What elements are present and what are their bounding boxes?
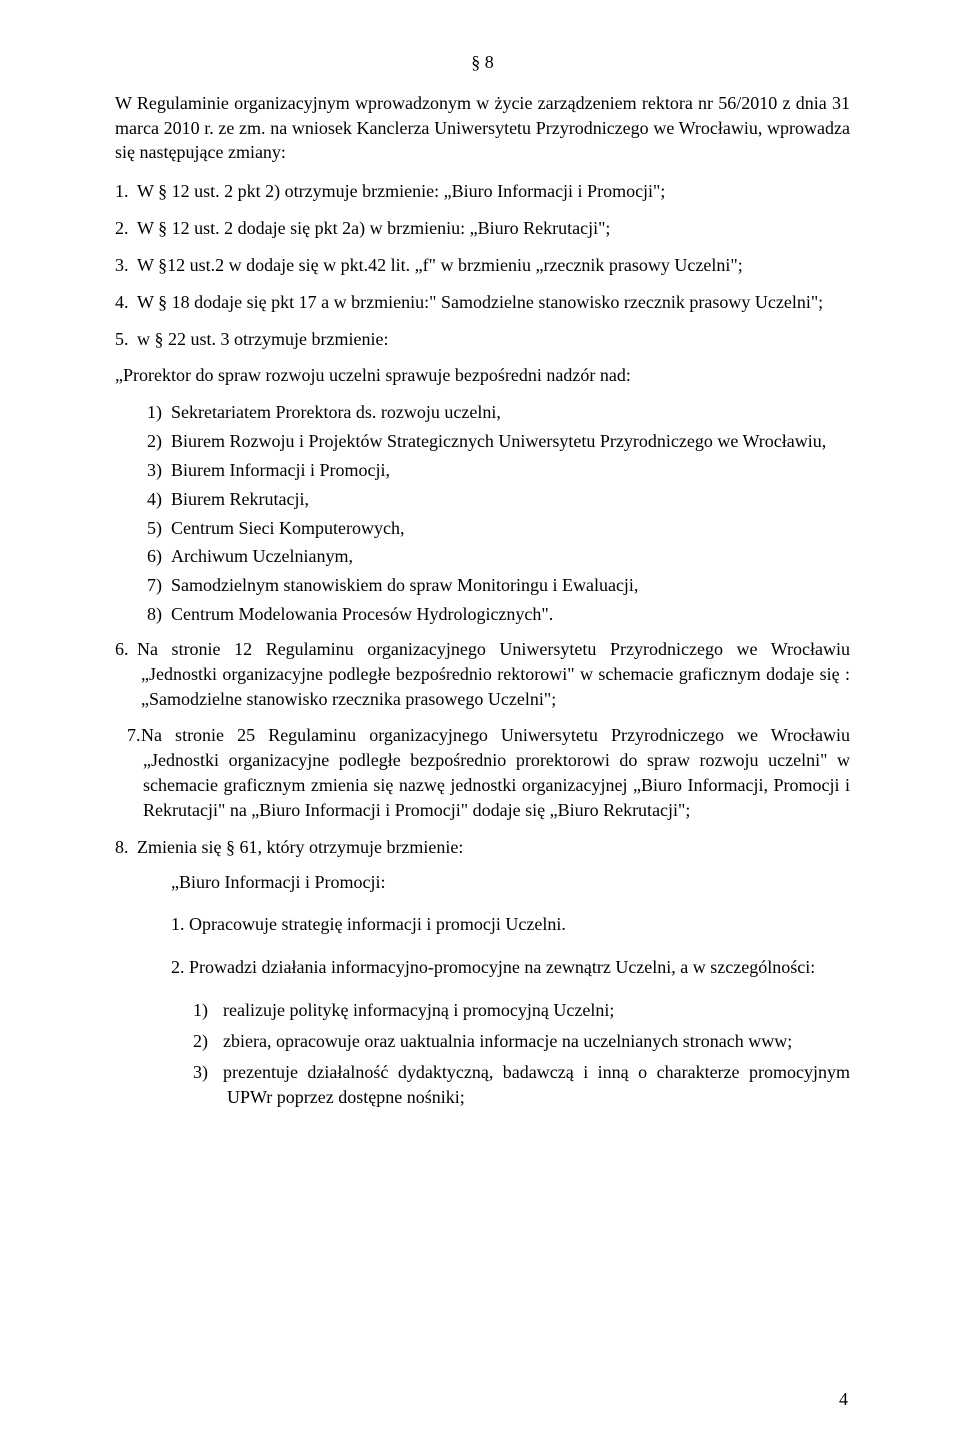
list-item: 2)Biurem Rozwoju i Projektów Strategiczn… <box>147 429 850 454</box>
amendments-list: 1.W § 12 ust. 2 pkt 2) otrzymuje brzmien… <box>115 179 850 351</box>
item-text: prezentuje działalność dydaktyczną, bada… <box>223 1062 850 1107</box>
item-number: 5) <box>147 516 171 541</box>
item-number: 2. <box>115 216 137 241</box>
list-item-8: 8.Zmienia się § 61, który otrzymuje brzm… <box>115 835 850 1110</box>
item-number: 2) <box>193 1029 223 1054</box>
item-number: 7. <box>127 723 141 748</box>
item-text: Zmienia się § 61, który otrzymuje brzmie… <box>137 837 463 857</box>
list-item: 3)Biurem Informacji i Promocji, <box>147 458 850 483</box>
item-number: 8. <box>115 835 137 860</box>
item-text: Sekretariatem Prorektora ds. rozwoju ucz… <box>171 402 501 422</box>
item-number: 4. <box>115 290 137 315</box>
list-item: 1)Sekretariatem Prorektora ds. rozwoju u… <box>147 400 850 425</box>
item-number: 3) <box>147 458 171 483</box>
item-text: Centrum Sieci Komputerowych, <box>171 518 404 538</box>
item-text: Centrum Modelowania Procesów Hydrologicz… <box>171 604 553 624</box>
item8-sublist: 1)realizuje politykę informacyjną i prom… <box>171 998 850 1109</box>
item-number: 6. <box>115 637 137 662</box>
item-text: Biurem Informacji i Promocji, <box>171 460 390 480</box>
item8-p2: 2. Prowadzi działania informacyjno-promo… <box>171 955 850 980</box>
list-item: 4.W § 18 dodaje się pkt 17 a w brzmieniu… <box>115 290 850 315</box>
item-text: Archiwum Uczelnianym, <box>171 546 353 566</box>
item-text: Samodzielnym stanowiskiem do spraw Monit… <box>171 575 638 595</box>
item-text: W § 12 ust. 2 pkt 2) otrzymuje brzmienie… <box>137 181 665 201</box>
list-item: 5)Centrum Sieci Komputerowych, <box>147 516 850 541</box>
list-item: 1.W § 12 ust. 2 pkt 2) otrzymuje brzmien… <box>115 179 850 204</box>
item-text: Biurem Rekrutacji, <box>171 489 309 509</box>
item-text: w § 22 ust. 3 otrzymuje brzmienie: <box>137 329 388 349</box>
item-number: 3. <box>115 253 137 278</box>
item-text: W § 18 dodaje się pkt 17 a w brzmieniu:"… <box>137 292 823 312</box>
page-number: 4 <box>839 1387 848 1412</box>
list-item: 2)zbiera, opracowuje oraz uaktualnia inf… <box>193 1029 850 1054</box>
item-number: 2) <box>147 429 171 454</box>
item-text: zbiera, opracowuje oraz uaktualnia infor… <box>223 1031 792 1051</box>
item-text: Biurem Rozwoju i Projektów Strategicznyc… <box>171 431 826 451</box>
list-item: 3.W §12 ust.2 w dodaje się w pkt.42 lit.… <box>115 253 850 278</box>
item8-inner: „Biuro Informacji i Promocji: 1. Opracow… <box>141 870 850 1110</box>
list-item: 8)Centrum Modelowania Procesów Hydrologi… <box>147 602 850 627</box>
item8-p1: 1. Opracowuje strategię informacji i pro… <box>171 912 850 937</box>
document-page: § 8 W Regulaminie organizacyjnym wprowad… <box>0 0 960 1448</box>
list-item: 4)Biurem Rekrutacji, <box>147 487 850 512</box>
item-number: 8) <box>147 602 171 627</box>
item8-title: „Biuro Informacji i Promocji: <box>171 870 850 895</box>
item-number: 6) <box>147 544 171 569</box>
list-item-6: 6.Na stronie 12 Regulaminu organizacyjne… <box>115 637 850 711</box>
list-item: 7)Samodzielnym stanowiskiem do spraw Mon… <box>147 573 850 598</box>
quote-lead: „Prorektor do spraw rozwoju uczelni spra… <box>115 363 850 388</box>
list-item: 5.w § 22 ust. 3 otrzymuje brzmienie: <box>115 327 850 352</box>
item-text: Na stronie 12 Regulaminu organizacyjnego… <box>137 639 850 709</box>
item-text: realizuje politykę informacyjną i promoc… <box>223 1000 614 1020</box>
list-item: 2.W § 12 ust. 2 dodaje się pkt 2a) w brz… <box>115 216 850 241</box>
list-item-7: 7.Na stronie 25 Regulaminu organizacyjne… <box>115 723 850 822</box>
list-item: 6)Archiwum Uczelnianym, <box>147 544 850 569</box>
item-number: 1. <box>115 179 137 204</box>
item-number: 4) <box>147 487 171 512</box>
item-number: 7) <box>147 573 171 598</box>
list-item: 1)realizuje politykę informacyjną i prom… <box>193 998 850 1023</box>
intro-paragraph: W Regulaminie organizacyjnym wprowadzony… <box>115 91 850 165</box>
item-number: 1) <box>147 400 171 425</box>
item-number: 5. <box>115 327 137 352</box>
item-text: W §12 ust.2 w dodaje się w pkt.42 lit. „… <box>137 255 743 275</box>
item-text: W § 12 ust. 2 dodaje się pkt 2a) w brzmi… <box>137 218 610 238</box>
item-text: Na stronie 25 Regulaminu organizacyjnego… <box>141 725 850 819</box>
section-marker: § 8 <box>115 50 850 75</box>
list-item: 3)prezentuje działalność dydaktyczną, ba… <box>193 1060 850 1110</box>
item-number: 3) <box>193 1060 223 1085</box>
nested-list: 1)Sekretariatem Prorektora ds. rozwoju u… <box>115 400 850 627</box>
item-number: 1) <box>193 998 223 1023</box>
